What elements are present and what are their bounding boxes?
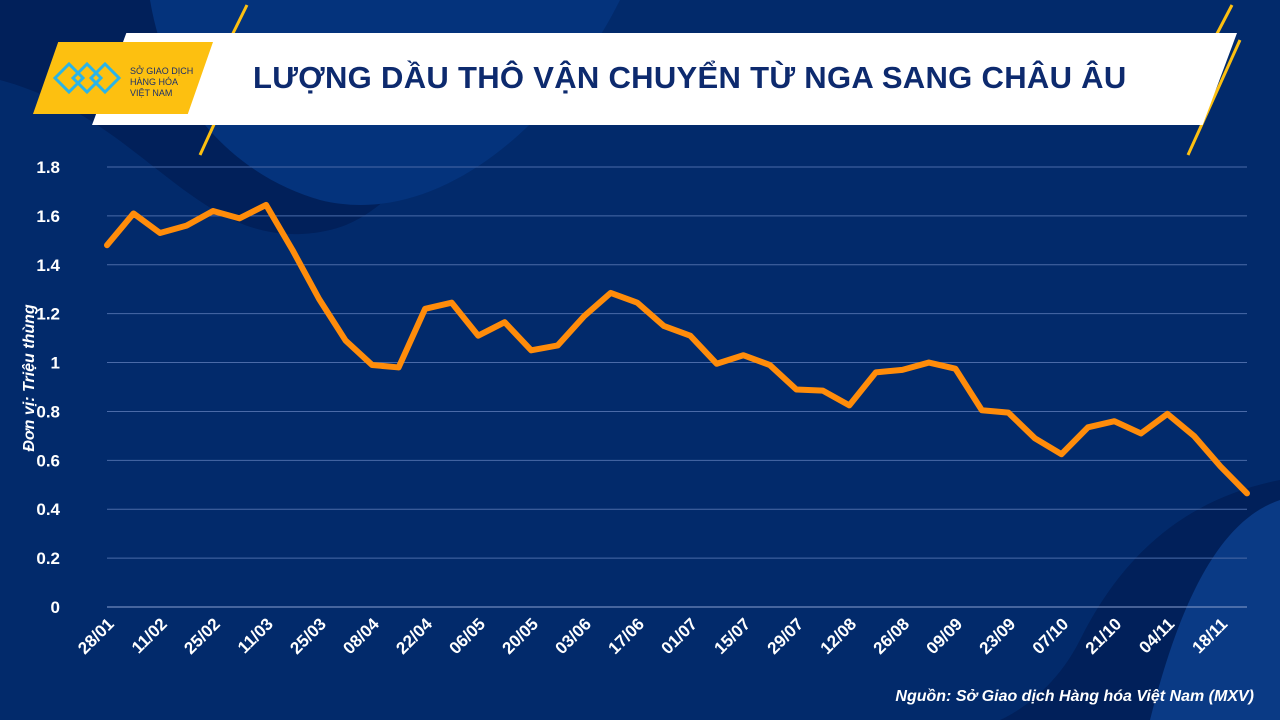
y-tick-label: 1.8 (36, 158, 60, 177)
data-point (1138, 430, 1144, 436)
data-point (793, 386, 799, 392)
x-tick-label: 11/02 (128, 614, 171, 657)
x-tick-label: 26/08 (870, 614, 914, 658)
data-point (687, 333, 693, 339)
x-tick-label: 01/07 (658, 614, 702, 658)
data-point (210, 208, 216, 214)
y-tick-label: 0.2 (36, 549, 60, 568)
y-tick-label: 0.8 (36, 402, 60, 421)
data-point (475, 333, 481, 339)
y-tick-label: 1.4 (36, 256, 60, 275)
source-note: Nguồn: Sở Giao dịch Hàng hóa Việt Nam (M… (895, 688, 1254, 705)
x-tick-label: 07/10 (1029, 614, 1073, 658)
data-point (343, 338, 349, 344)
data-point (104, 242, 110, 248)
logo-line: HÀNG HÓA (130, 77, 179, 87)
y-tick-label: 1 (51, 354, 60, 373)
x-tick-label: 09/09 (923, 614, 967, 658)
data-point (422, 306, 428, 312)
data-point (263, 202, 269, 208)
data-point (979, 407, 985, 413)
data-point (926, 360, 932, 366)
data-point (846, 402, 852, 408)
x-tick-label: 18/11 (1188, 614, 1231, 657)
data-point (820, 388, 826, 394)
data-point (502, 319, 508, 325)
data-point (1058, 451, 1064, 457)
x-tick-label: 04/11 (1135, 614, 1178, 657)
data-point (184, 223, 190, 229)
series-line (104, 201, 1250, 497)
x-tick-label: 25/02 (180, 614, 224, 658)
x-tick-label: 29/07 (764, 614, 808, 658)
data-point (528, 347, 534, 353)
data-point (873, 369, 879, 375)
y-tick-label: 0 (51, 598, 60, 617)
data-point (1217, 463, 1223, 469)
data-point (449, 300, 455, 306)
data-point (1244, 490, 1250, 496)
x-tick-label: 28/01 (74, 614, 118, 658)
y-tick-label: 0.6 (36, 451, 60, 470)
y-tick-label: 1.6 (36, 207, 60, 226)
x-tick-label: 06/05 (445, 614, 489, 658)
x-tick-label: 08/04 (339, 614, 383, 658)
x-tick-label: 20/05 (498, 614, 542, 658)
data-point (369, 362, 375, 368)
x-tick-label: 25/03 (286, 614, 330, 658)
data-point (1085, 424, 1091, 430)
data-point (581, 313, 587, 319)
data-point (899, 367, 905, 373)
x-tick-label: 22/04 (392, 614, 436, 658)
data-point (237, 215, 243, 221)
data-point (1111, 418, 1117, 424)
x-tick-label: 12/08 (817, 614, 861, 658)
data-point (157, 230, 163, 236)
data-point (555, 342, 561, 348)
x-tick-label: 17/06 (605, 614, 649, 658)
x-tick-label: 11/03 (234, 614, 277, 657)
data-point (634, 300, 640, 306)
x-tick-label: 21/10 (1082, 614, 1126, 658)
data-point (131, 210, 137, 216)
y-tick-label: 0.4 (36, 500, 60, 519)
x-tick-label: 03/06 (552, 614, 596, 658)
data-point (1032, 435, 1038, 441)
logo (33, 42, 213, 114)
data-point (740, 352, 746, 358)
data-point (952, 366, 958, 372)
logo-mark-icon (52, 61, 122, 95)
data-point (1164, 411, 1170, 417)
data-point (767, 362, 773, 368)
logo-line: SỞ GIAO DỊCH (130, 66, 194, 76)
logo-line: VIỆT NAM (130, 88, 173, 98)
data-point (1005, 410, 1011, 416)
data-point (316, 296, 322, 302)
data-point (608, 290, 614, 296)
data-point (396, 364, 402, 370)
data-point (714, 361, 720, 367)
x-tick-label: 23/09 (976, 614, 1020, 658)
chart-title: LƯỢNG DẦU THÔ VẬN CHUYỂN TỪ NGA SANG CHÂ… (253, 60, 1127, 95)
data-point (1191, 433, 1197, 439)
data-point (661, 323, 667, 329)
data-point (290, 247, 296, 253)
y-tick-label: 1.2 (36, 305, 60, 324)
x-tick-label: 15/07 (711, 614, 755, 658)
title-banner (92, 33, 1237, 125)
